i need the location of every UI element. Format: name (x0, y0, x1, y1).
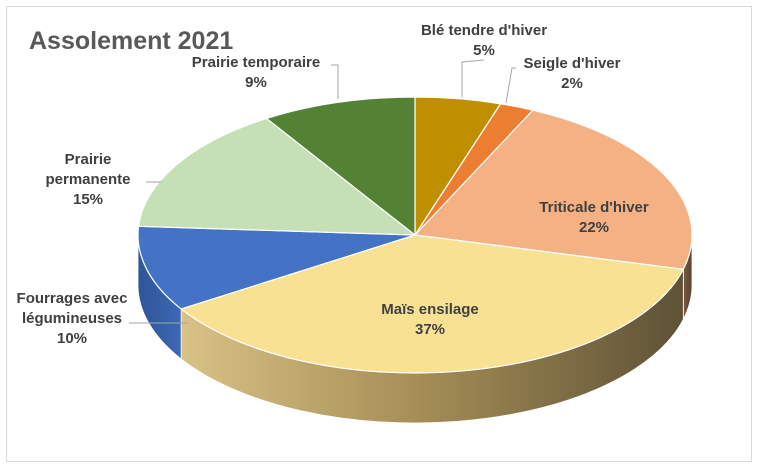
chart-title: Assolement 2021 (29, 27, 234, 55)
leader-line-prairie-temporaire (331, 64, 339, 99)
data-label-percent: 22% (578, 219, 610, 236)
data-label-prairie-temporaire: Prairie temporaire 9% (192, 53, 320, 93)
data-label-triticale-d-hiver: Triticale d'hiver 22% (539, 198, 648, 238)
pie-top-faces (137, 96, 693, 374)
data-label-percent: 15% (72, 191, 104, 208)
data-label-seigle-d-hiver: Seigle d'hiver 2% (524, 54, 621, 94)
data-label-category: Fourrages avec légumineuses (16, 290, 128, 327)
leader-lines (129, 59, 516, 324)
data-label-category: Prairie permanente (45, 151, 131, 188)
data-label-category: Maïs ensilage (381, 301, 479, 318)
data-label-percent: 37% (414, 321, 446, 338)
pie-slice-prairie-permanente (137, 117, 416, 236)
data-label-category: Triticale d'hiver (539, 199, 649, 216)
data-label-mais-ensilage: Maïs ensilage 37% (381, 300, 479, 340)
leader-line-seigle-d-hiver (505, 67, 516, 104)
data-label-category: Blé tendre d'hiver (420, 22, 548, 39)
data-label-percent: 2% (561, 75, 583, 92)
pie-slice-prairie-temporaire (265, 96, 416, 236)
pie-slice-fourrages-avec-legumineuses (137, 225, 416, 310)
data-label-percent: 5% (473, 42, 495, 59)
leader-line-ble-tendre-d-hiver (461, 59, 485, 97)
data-label-percent: 9% (245, 74, 267, 91)
data-label-prairie-permanente: Prairie permanente 15% (45, 150, 130, 210)
data-label-ble-tendre-d-hiver: Blé tendre d'hiver 5% (421, 21, 547, 61)
data-label-fourrages-avec-legumineuses: Fourrages avec légumineuses 10% (17, 289, 128, 349)
data-label-category: Seigle d'hiver (523, 55, 621, 72)
data-label-percent: 10% (56, 330, 88, 347)
pie-side-walls (137, 234, 693, 424)
data-label-category: Prairie temporaire (191, 54, 321, 71)
pie-slice-triticale-d-hiver (414, 109, 693, 270)
